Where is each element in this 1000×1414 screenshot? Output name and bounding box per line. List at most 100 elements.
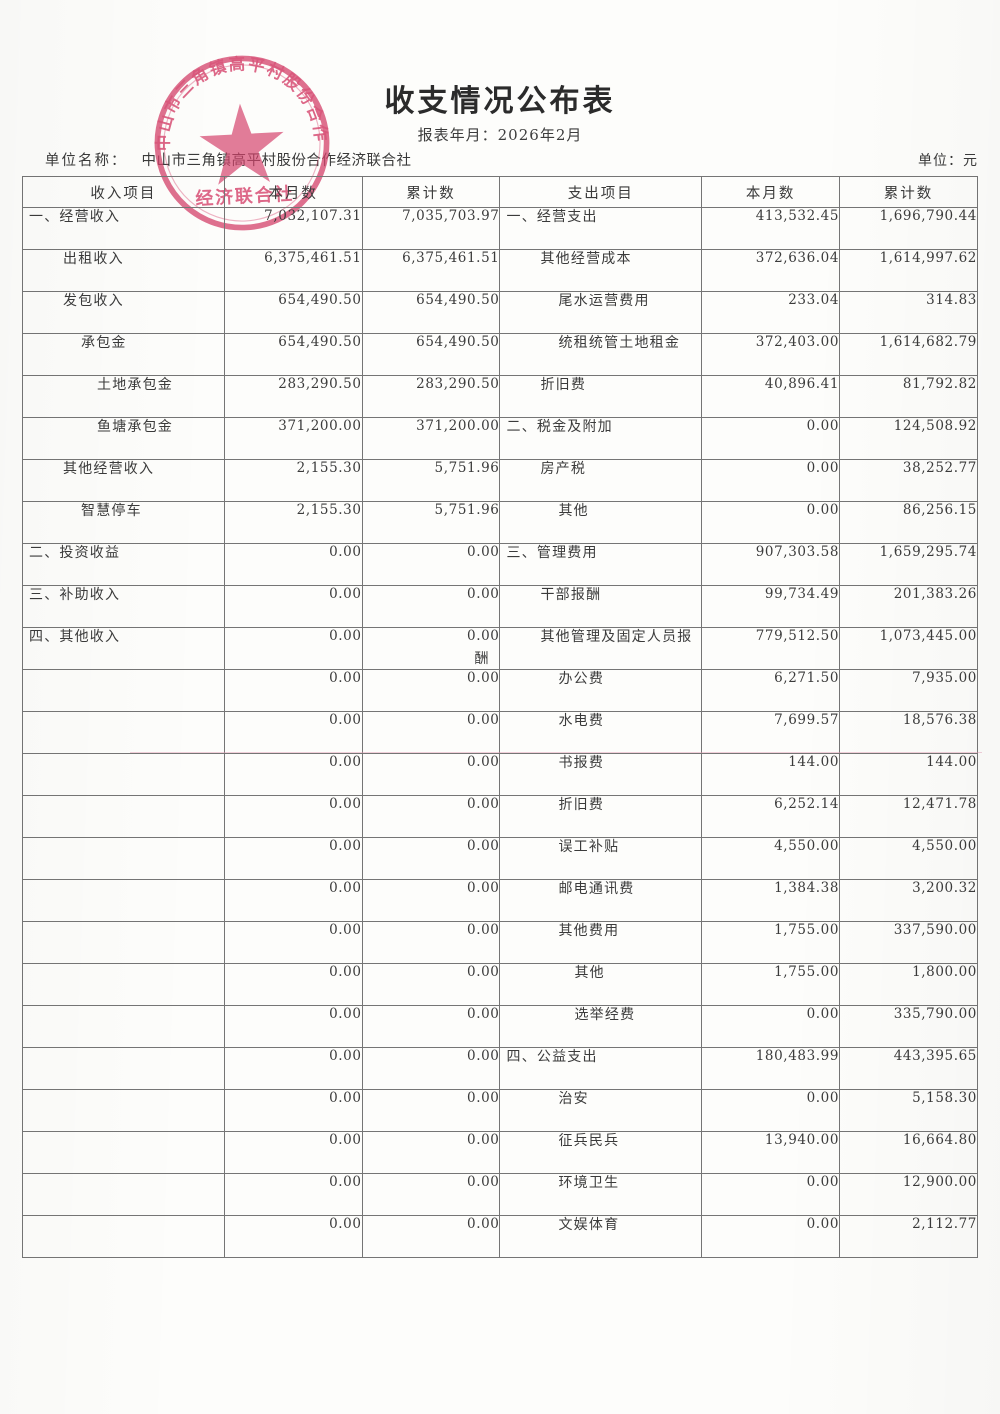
income-total-value: 654,490.50 — [361, 291, 501, 334]
expense-month-value: 0.00 — [701, 417, 841, 460]
income-month-value: 0.00 — [223, 711, 363, 754]
expense-item-label: 房产税 — [499, 459, 703, 502]
income-total-value: 0.00 — [361, 585, 501, 628]
income-total-value: 654,490.50 — [361, 333, 501, 376]
income-month-value: 0.00 — [223, 1215, 363, 1258]
expense-month-value: 4,550.00 — [701, 837, 841, 880]
expense-item-label: 其他管理及固定人员报酬 — [474, 627, 703, 670]
expense-item-label: 二、税金及附加 — [499, 417, 703, 460]
income-item-label: 发包收入 — [22, 291, 225, 334]
income-total-value: 0.00 — [361, 753, 501, 796]
expense-item-label: 尾水运营费用 — [499, 291, 703, 334]
expense-total-value: 1,073,445.00 — [839, 627, 978, 670]
income-month-value: 0.00 — [223, 921, 363, 964]
expense-total-value: 4,550.00 — [839, 837, 978, 880]
table-row: 鱼塘承包金 371,200.00 371,200.00 二、税金及附加 0.00 124,… — [22, 417, 978, 460]
table-row: 0.00 0.00 邮电通讯费 1,384.38 3,200.32 — [22, 879, 978, 922]
expense-item-label: 其他 — [499, 501, 703, 544]
table-row: 0.00 0.00 办公费 6,271.50 7,935.00 — [22, 669, 978, 712]
income-month-value: 654,490.50 — [223, 333, 363, 376]
expense-total-value: 1,696,790.44 — [839, 207, 978, 250]
expense-month-value: 413,532.45 — [701, 207, 841, 250]
expense-item-label: 征兵民兵 — [499, 1131, 703, 1174]
income-month-value: 0.00 — [223, 1089, 363, 1132]
income-total-value: 0.00 — [361, 1005, 501, 1048]
expense-item-label: 折旧费 — [499, 375, 703, 418]
income-month-value: 0.00 — [223, 543, 363, 586]
income-item-label — [22, 1089, 225, 1132]
income-total-value: 0.00 — [361, 711, 501, 754]
income-month-value: 0.00 — [223, 1005, 363, 1048]
expense-item-label: 三、管理费用 — [499, 543, 703, 586]
income-total-value: 0.00 — [361, 1131, 501, 1174]
income-item-label: 智慧停车 — [22, 501, 225, 544]
expense-month-value: 0.00 — [701, 459, 841, 502]
table-row: 0.00 0.00 治安 0.00 5,158.30 — [22, 1089, 978, 1132]
income-total-value: 0.00 — [361, 543, 501, 586]
expense-total-value: 86,256.15 — [839, 501, 978, 544]
expense-item-label: 其他 — [499, 963, 703, 1006]
income-item-label: 二、投资收益 — [22, 543, 225, 586]
table-row: 土地承包金 283,290.50 283,290.50 折旧费 40,896.41 81,… — [22, 375, 978, 418]
table-row: 智慧停车 2,155.30 5,751.96 其他 0.00 86,256.15 — [22, 501, 978, 544]
income-total-value: 283,290.50 — [361, 375, 501, 418]
table-row: 0.00 0.00 误工补贴 4,550.00 4,550.00 — [22, 837, 978, 880]
expense-month-value: 1,755.00 — [701, 921, 841, 964]
income-item-label — [22, 753, 225, 796]
table-row: 0.00 0.00 书报费 144.00 144.00 — [22, 753, 978, 796]
expense-item-label: 环境卫生 — [499, 1173, 703, 1216]
income-expenditure-table: 收入项目 本月数 累计数 支出项目 本月数 累计数 一、经营收入 7,032,10… — [22, 176, 978, 1258]
table-body: 一、经营收入 7,032,107.31 7,035,703.97 一、经营支出 413,… — [22, 207, 978, 1258]
expense-item-label: 水电费 — [499, 711, 703, 754]
income-item-label — [22, 669, 225, 712]
expense-month-value: 6,271.50 — [701, 669, 841, 712]
table-row: 出租收入 6,375,461.51 6,375,461.51 其他经营成本 372,63… — [22, 249, 978, 292]
table-row: 三、补助收入 0.00 0.00 干部报酬 99,734.49 201,383.26 — [22, 585, 978, 628]
income-total-value: 5,751.96 — [361, 459, 501, 502]
expense-item-label: 治安 — [499, 1089, 703, 1132]
expense-item-label: 其他经营成本 — [499, 249, 703, 292]
income-month-value: 7,032,107.31 — [223, 207, 363, 250]
table-row: 二、投资收益 0.00 0.00 三、管理费用 907,303.58 1,659,295.… — [22, 543, 978, 586]
expense-item-label: 办公费 — [499, 669, 703, 712]
expense-month-value: 907,303.58 — [701, 543, 841, 586]
income-total-value: 6,375,461.51 — [361, 249, 501, 292]
income-total-value: 371,200.00 — [361, 417, 501, 460]
table-row: 0.00 0.00 四、公益支出 180,483.99 443,395.65 — [22, 1047, 978, 1090]
expense-month-value: 144.00 — [701, 753, 841, 796]
income-item-label: 承包金 — [22, 333, 225, 376]
expense-item-label: 书报费 — [499, 753, 703, 796]
income-month-value: 2,155.30 — [223, 459, 363, 502]
header-income-total: 累计数 — [361, 176, 501, 208]
expense-total-value: 1,659,295.74 — [839, 543, 978, 586]
income-item-label — [22, 711, 225, 754]
unit-name-line: 单位名称： 中山市三角镇高平村股份合作经济联合社 — [45, 149, 412, 170]
expense-total-value: 1,800.00 — [839, 963, 978, 1006]
income-month-value: 0.00 — [223, 1131, 363, 1174]
income-item-label — [22, 1005, 225, 1048]
income-month-value: 0.00 — [223, 879, 363, 922]
income-month-value: 0.00 — [223, 795, 363, 838]
expense-total-value: 124,508.92 — [839, 417, 978, 460]
expense-month-value: 40,896.41 — [701, 375, 841, 418]
table-row: 0.00 0.00 征兵民兵 13,940.00 16,664.80 — [22, 1131, 978, 1174]
header-expense-item: 支出项目 — [499, 176, 703, 208]
table-row: 0.00 0.00 水电费 7,699.57 18,576.38 — [22, 711, 978, 754]
expense-total-value: 335,790.00 — [839, 1005, 978, 1048]
expense-month-value: 0.00 — [701, 1215, 841, 1258]
income-total-value: 0.00 — [361, 795, 501, 838]
header-expense-month: 本月数 — [701, 176, 841, 208]
income-month-value: 0.00 — [223, 837, 363, 880]
expense-item-label: 文娱体育 — [499, 1215, 703, 1258]
table-row: 0.00 0.00 环境卫生 0.00 12,900.00 — [22, 1173, 978, 1216]
expense-item-label: 干部报酬 — [499, 585, 703, 628]
table-row: 0.00 0.00 选举经费 0.00 335,790.00 — [22, 1005, 978, 1048]
table-row: 0.00 0.00 折旧费 6,252.14 12,471.78 — [22, 795, 978, 838]
expense-item-label: 其他费用 — [499, 921, 703, 964]
expense-item-label: 一、经营支出 — [499, 207, 703, 250]
income-item-label — [22, 963, 225, 1006]
income-item-label — [22, 879, 225, 922]
table-row: 0.00 0.00 文娱体育 0.00 2,112.77 — [22, 1215, 978, 1258]
expense-month-value: 0.00 — [701, 1173, 841, 1216]
